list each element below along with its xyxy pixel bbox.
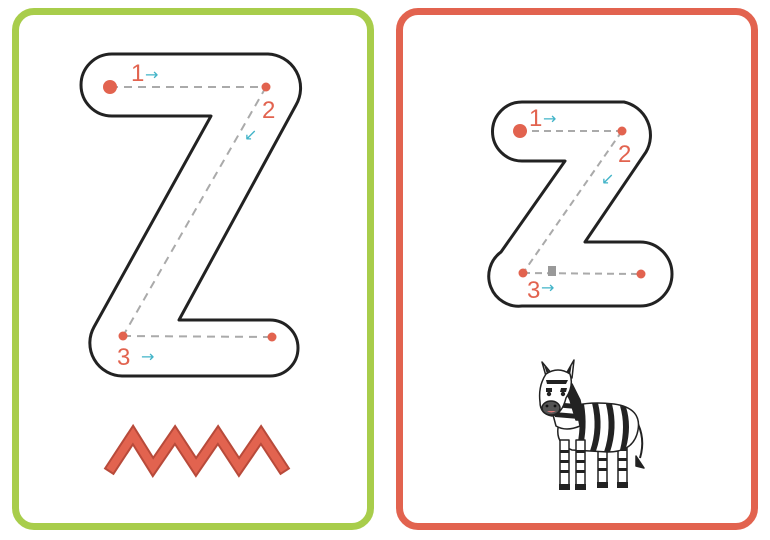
stroke-1-arrow-icon: → <box>543 109 556 128</box>
lowercase-z-letter: 1 → 2 ↙ 3 → <box>487 100 674 308</box>
stroke-2-guide <box>522 130 623 274</box>
stroke-number-1: 1 <box>131 60 144 87</box>
stroke-number-3: 3 <box>117 344 130 371</box>
zigzag-pattern <box>103 423 291 478</box>
uppercase-z-letter: 1 → 2 ↙ 3 → <box>79 52 303 378</box>
stroke-3-guide <box>522 272 642 275</box>
stroke-2-arrow-icon: ↙ <box>244 125 257 144</box>
start-dot <box>103 80 117 94</box>
end-dot <box>267 332 277 342</box>
turn-dot <box>518 268 528 278</box>
end-dot <box>636 269 646 279</box>
turn-dot <box>261 82 271 92</box>
stroke-number-2: 2 <box>262 97 275 124</box>
stroke-number-1: 1 <box>529 105 542 132</box>
turn-dot <box>118 331 128 341</box>
uppercase-z-outline <box>79 52 303 378</box>
guide-marker <box>548 266 556 276</box>
turn-dot <box>617 126 627 136</box>
stroke-3-arrow-icon: → <box>541 278 554 297</box>
stroke-2-guide <box>122 86 267 337</box>
zebra-illustration <box>538 359 645 490</box>
stroke-3-guide <box>122 335 273 338</box>
stroke-number-2: 2 <box>618 141 631 168</box>
start-dot <box>513 124 527 138</box>
stroke-1-arrow-icon: → <box>145 65 158 84</box>
stroke-3-arrow-icon: → <box>141 347 154 366</box>
stroke-2-arrow-icon: ↙ <box>601 169 614 188</box>
stroke-number-3: 3 <box>527 277 540 304</box>
lowercase-z-outline <box>487 100 674 308</box>
